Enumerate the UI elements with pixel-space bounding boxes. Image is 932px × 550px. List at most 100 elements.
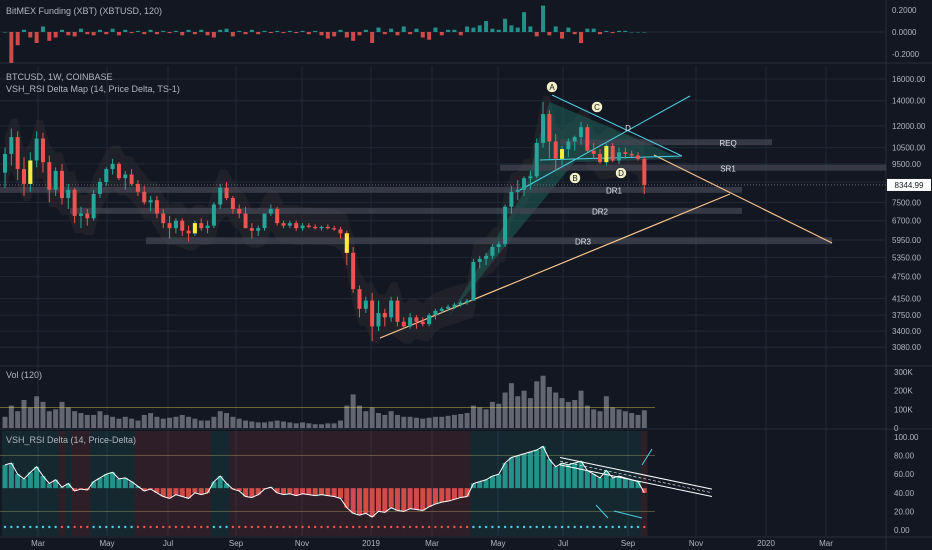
zone-dr1[interactable] [0, 187, 742, 193]
funding-bar[interactable] [174, 31, 178, 32]
candle-body[interactable] [427, 315, 431, 324]
candle-body[interactable] [465, 301, 469, 303]
volume-bar[interactable] [509, 383, 514, 428]
volume-bar[interactable] [306, 423, 311, 428]
volume-bar[interactable] [40, 402, 45, 428]
funding-bar[interactable] [180, 32, 184, 35]
rsi-histogram-bar[interactable] [332, 488, 337, 496]
candle-body[interactable] [41, 139, 45, 163]
candle-body[interactable] [617, 152, 621, 160]
volume-bar[interactable] [408, 417, 413, 428]
funding-bar[interactable] [275, 31, 279, 32]
rsi-histogram-bar[interactable] [15, 474, 20, 488]
candle-body[interactable] [149, 200, 153, 202]
candle-body[interactable] [9, 137, 13, 154]
funding-bar[interactable] [301, 31, 305, 32]
volume-bar[interactable] [414, 418, 419, 428]
candle-body[interactable] [294, 223, 298, 228]
rsi-histogram-bar[interactable] [522, 454, 527, 488]
rsi-histogram-bar[interactable] [300, 488, 305, 494]
volume-bar[interactable] [287, 422, 292, 428]
candle-body[interactable] [566, 141, 570, 149]
volume-bar[interactable] [401, 417, 406, 428]
volume-bar[interactable] [218, 411, 223, 428]
funding-bar[interactable] [554, 27, 558, 33]
rsi-histogram-bar[interactable] [490, 476, 495, 488]
candle-body[interactable] [85, 214, 89, 219]
volume-bar[interactable] [389, 411, 394, 428]
rsi-histogram-bar[interactable] [306, 488, 311, 495]
funding-bar[interactable] [516, 28, 520, 32]
volume-bar[interactable] [230, 417, 235, 428]
funding-bar[interactable] [250, 30, 254, 32]
rsi-histogram-bar[interactable] [547, 459, 552, 488]
volume-bar[interactable] [376, 413, 381, 428]
volume-bar[interactable] [59, 402, 64, 428]
candle-body[interactable] [206, 226, 210, 229]
candle-body[interactable] [256, 228, 260, 231]
volume-bar[interactable] [154, 417, 159, 428]
volume-bar[interactable] [21, 400, 26, 428]
funding-bar[interactable] [332, 32, 336, 36]
rsi-histogram-bar[interactable] [496, 474, 501, 488]
volume-bar[interactable] [598, 411, 603, 428]
candle-body[interactable] [541, 114, 545, 143]
funding-bar[interactable] [383, 32, 387, 34]
candle-body[interactable] [130, 174, 134, 183]
candle-body[interactable] [155, 200, 159, 213]
volume-bar[interactable] [3, 417, 8, 428]
rsi-histogram-bar[interactable] [515, 456, 520, 489]
funding-bar[interactable] [168, 32, 172, 33]
volume-bar[interactable] [161, 419, 166, 428]
funding-bar[interactable] [560, 32, 564, 39]
volume-bar[interactable] [427, 418, 432, 428]
candle-body[interactable] [332, 228, 336, 229]
volume-bar[interactable] [199, 421, 204, 428]
volume-bar[interactable] [294, 423, 299, 428]
funding-bar[interactable] [611, 32, 615, 33]
highlight-candle[interactable] [560, 149, 564, 159]
volume-bar[interactable] [313, 424, 318, 428]
volume-bar[interactable] [591, 409, 596, 428]
funding-bar[interactable] [579, 32, 583, 43]
candle-body[interactable] [180, 221, 184, 231]
funding-bar[interactable] [41, 27, 45, 33]
candle-body[interactable] [484, 256, 488, 259]
funding-bar[interactable] [497, 30, 501, 32]
funding-bar[interactable] [237, 31, 241, 32]
rsi-histogram-bar[interactable] [224, 484, 229, 489]
candle-body[interactable] [275, 209, 279, 223]
funding-bar[interactable] [471, 28, 475, 32]
funding-bar[interactable] [452, 30, 456, 32]
volume-bar[interactable] [452, 415, 457, 428]
candle-body[interactable] [244, 214, 248, 229]
funding-bar[interactable] [60, 30, 64, 32]
funding-bar[interactable] [320, 32, 324, 35]
funding-bar[interactable] [294, 32, 298, 33]
funding-bar[interactable] [199, 30, 203, 32]
candle-body[interactable] [79, 214, 83, 216]
rsi-histogram-bar[interactable] [598, 478, 603, 488]
funding-bar[interactable] [282, 32, 286, 33]
rsi-histogram-bar[interactable] [427, 488, 432, 507]
volume-bar[interactable] [180, 415, 185, 428]
volume-bar[interactable] [249, 421, 254, 428]
candle-body[interactable] [370, 301, 374, 327]
candle-body[interactable] [282, 223, 286, 225]
volume-bar[interactable] [205, 421, 210, 428]
volume-bar[interactable] [458, 414, 463, 428]
rsi-histogram-bar[interactable] [104, 474, 109, 488]
volume-bar[interactable] [534, 381, 539, 428]
rsi-histogram-bar[interactable] [395, 488, 400, 510]
candle-body[interactable] [528, 176, 532, 178]
rsi-histogram-bar[interactable] [91, 482, 96, 489]
funding-bar[interactable] [123, 30, 127, 32]
candle-body[interactable] [408, 317, 412, 326]
candle-body[interactable] [579, 127, 583, 137]
rsi-histogram-bar[interactable] [47, 484, 52, 489]
candle-body[interactable] [383, 313, 387, 317]
candle-body[interactable] [402, 322, 406, 327]
funding-bar[interactable] [218, 30, 222, 32]
funding-bar[interactable] [345, 32, 349, 38]
candle-body[interactable] [225, 188, 229, 198]
